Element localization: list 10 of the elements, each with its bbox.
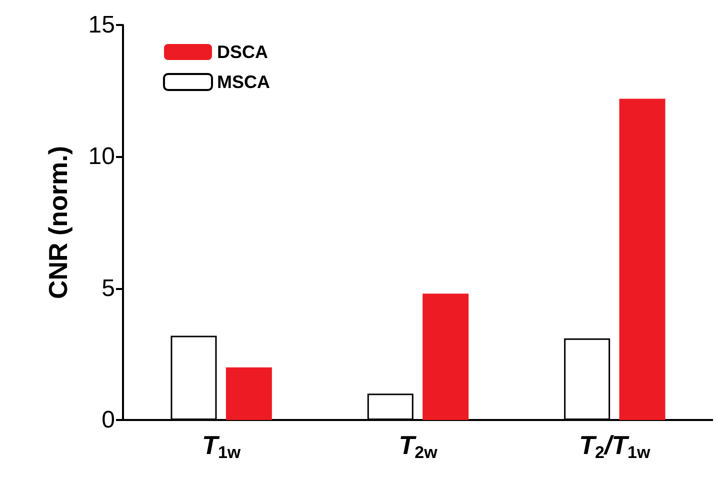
legend-label: MSCA <box>217 72 270 92</box>
y-tick-label: 0 <box>102 406 115 434</box>
y-tick-label: 5 <box>102 274 115 302</box>
bar <box>422 294 469 420</box>
y-tick-label: 10 <box>88 143 115 170</box>
bar <box>226 367 272 420</box>
y-tick-label: 15 <box>88 12 115 38</box>
legend-label: DSCA <box>217 42 268 62</box>
y-axis-title: CNR (norm.) <box>43 146 73 300</box>
bar <box>619 98 666 420</box>
